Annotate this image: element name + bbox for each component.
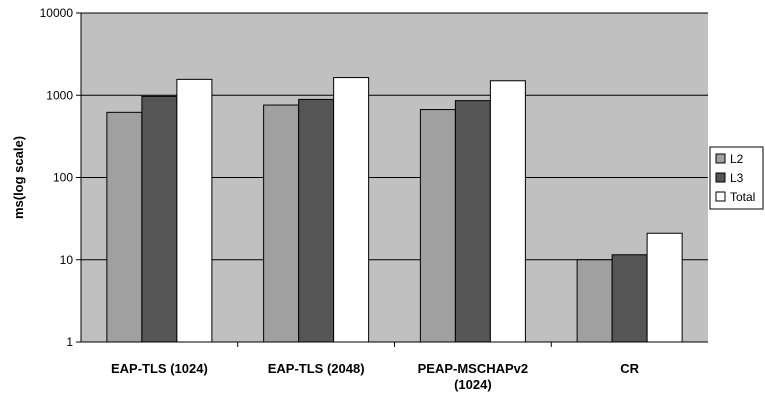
x-tick-label: PEAP-MSCHAPv2 <box>418 361 529 376</box>
legend-label-l3: L3 <box>730 171 744 185</box>
bar-total <box>489 80 526 343</box>
bar-total <box>176 78 213 343</box>
x-tick-label: EAP-TLS (2048) <box>268 361 365 376</box>
legend: L2 L3 Total <box>709 146 764 210</box>
y-axis-ticks: 1 10 100 1000 10000 <box>40 6 81 349</box>
bar-l3 <box>298 98 335 343</box>
bar-l2 <box>106 111 143 343</box>
bar-l3 <box>454 100 491 343</box>
bar-l3 <box>611 254 648 343</box>
x-axis-labels: EAP-TLS (1024) EAP-TLS (2048) PEAP-MSCHAPv… <box>111 342 640 392</box>
x-tick-label: EAP-TLS (1024) <box>111 361 208 376</box>
legend-swatch-l3 <box>715 172 726 183</box>
legend-label-total: Total <box>730 190 755 204</box>
legend-swatch-l2 <box>715 153 726 164</box>
legend-swatch-total <box>715 191 726 202</box>
bars <box>106 77 683 343</box>
bar-l2 <box>576 259 613 343</box>
y-tick-label: 1000 <box>46 88 73 102</box>
bar-l3 <box>141 95 178 343</box>
bar-l2 <box>263 104 300 343</box>
y-tick-label: 1 <box>66 335 73 349</box>
bar-l2 <box>419 109 456 343</box>
y-axis-label: ms(log scale) <box>11 136 26 219</box>
y-tick-label: 100 <box>53 171 73 185</box>
bar-total <box>646 232 683 343</box>
y-tick-label: 10 <box>60 253 74 267</box>
legend-label-l2: L2 <box>730 152 744 166</box>
x-tick-label: CR <box>620 361 639 376</box>
x-tick-label: (1024) <box>454 377 492 392</box>
y-tick-label: 10000 <box>40 6 74 20</box>
bar-total <box>333 77 370 343</box>
